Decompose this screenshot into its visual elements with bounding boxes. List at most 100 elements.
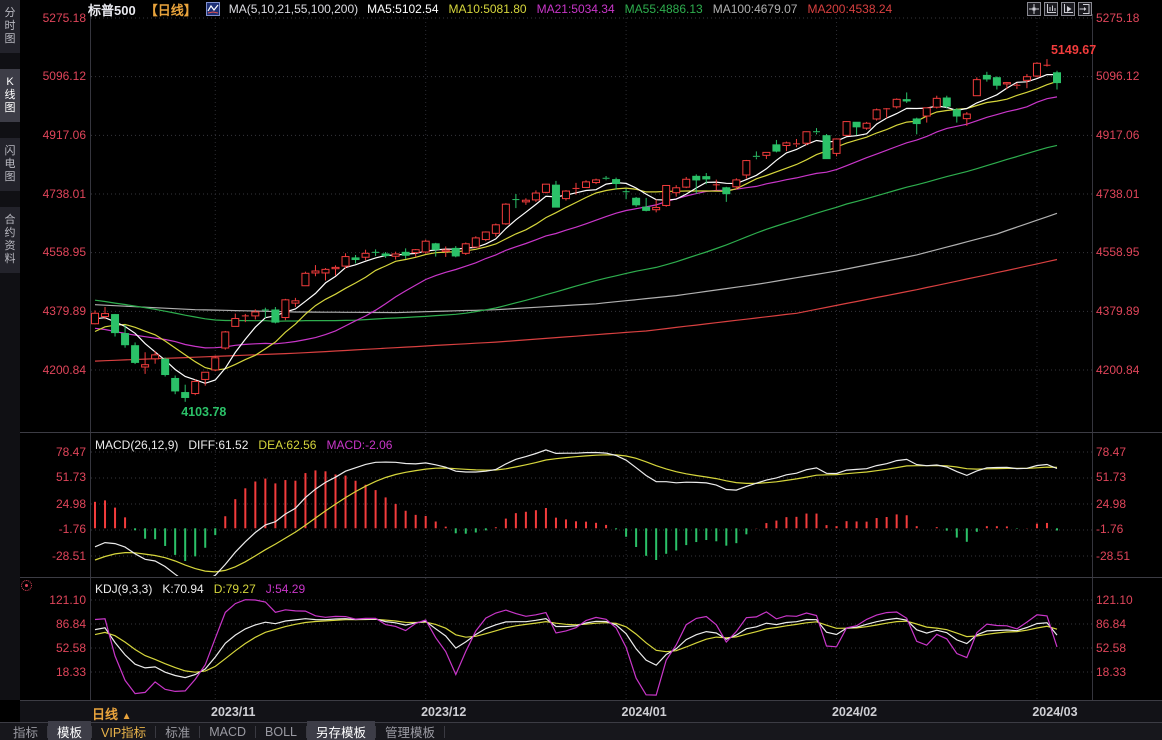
k-line bbox=[94, 617, 1058, 679]
macd-panel-layer bbox=[94, 449, 1058, 576]
ma5-line bbox=[94, 73, 1057, 384]
period-selector-arrow-icon: ▲ bbox=[121, 711, 132, 722]
toolbar-item-boll[interactable]: BOLL bbox=[265, 724, 297, 739]
toolbar-item-manage-template[interactable]: 管理模板 bbox=[385, 726, 436, 740]
kdj-k-value: K:70.94 bbox=[162, 582, 204, 596]
kdj-y-axis-label: 18.33 bbox=[55, 664, 86, 679]
toolbar-separator bbox=[375, 725, 376, 738]
main-y-axis-label: 5275.18 bbox=[1096, 10, 1140, 25]
macd-diff-value: DIFF:61.52 bbox=[188, 438, 249, 452]
x-axis-date-label: 2024/03 bbox=[1032, 705, 1078, 719]
kdj-y-axis-label: 52.58 bbox=[55, 640, 86, 655]
main-y-axis-label: 4379.89 bbox=[1096, 303, 1140, 318]
toolbar-item-standard[interactable]: 标准 bbox=[165, 726, 191, 740]
toolbar-item-save-template[interactable]: 另存模板 bbox=[306, 721, 375, 740]
chart-header: 标普500 【日线】 MA(5,10,21,55,100,200) MA5:51… bbox=[88, 1, 892, 18]
kdj-y-axis-label: 121.10 bbox=[49, 592, 86, 607]
ma-values: MA5:5102.54 MA10:5081.80 MA21:5034.34 MA55:… bbox=[367, 2, 892, 16]
x-axis-date-label: 2024/02 bbox=[831, 705, 878, 719]
macd-title: MACD(26,12,9) bbox=[95, 438, 179, 452]
ma-value-label: MA100:4679.07 bbox=[712, 2, 798, 16]
toolbar-item-macd[interactable]: MACD bbox=[209, 724, 247, 739]
macd-y-axis-label: 78.47 bbox=[1096, 444, 1127, 459]
ma-value-label: MA200:4538.24 bbox=[807, 2, 893, 16]
header-toolbar-icons bbox=[1027, 2, 1092, 16]
diff-line bbox=[94, 449, 1058, 576]
toolbar-separator bbox=[47, 725, 49, 738]
period-selector[interactable]: 日线 ▲ bbox=[92, 704, 132, 723]
macd-y-axis-label: -1.76 bbox=[58, 522, 86, 537]
ma21-line bbox=[94, 96, 1058, 349]
low-price-annotation: 4103.78 bbox=[181, 404, 227, 419]
bottom-toolbar: 指标 模板 VIP指标 标准 MACD BOLL 另存模板 管理模板 bbox=[0, 721, 1162, 740]
main-y-axis-label: 5096.12 bbox=[1096, 69, 1140, 84]
toolbar-separator bbox=[305, 725, 307, 738]
main-y-axis-label: 4917.06 bbox=[42, 127, 86, 142]
main-y-axis-label: 4200.84 bbox=[1096, 362, 1140, 377]
toolbar-item-vip-indicator[interactable]: VIP指标 bbox=[101, 726, 147, 740]
kdj-panel-layer bbox=[94, 599, 1058, 696]
main-y-axis-label: 5096.12 bbox=[42, 69, 86, 84]
toolbar-separator bbox=[199, 725, 201, 738]
crosshair-icon[interactable] bbox=[1027, 2, 1041, 16]
axis-scale-icon[interactable] bbox=[1044, 2, 1058, 16]
main-y-axis-label: 4558.95 bbox=[42, 245, 86, 260]
toolbar-separator bbox=[444, 725, 446, 738]
ma-value-label: MA21:5034.34 bbox=[536, 2, 615, 16]
sidebar-item-kline[interactable]: K 线 图 bbox=[0, 69, 20, 122]
macd-y-axis-label: -28.51 bbox=[1096, 548, 1131, 563]
main-y-axis-label: 4200.84 bbox=[42, 362, 86, 377]
candles-layer bbox=[91, 59, 1061, 402]
ma55-line bbox=[94, 144, 1058, 322]
kdj-panel-header: KDJ(9,3,3) K:70.94 D:79.27 J:54.29 bbox=[95, 582, 305, 596]
main-y-axis-label: 4738.01 bbox=[42, 186, 86, 201]
main-y-axis-label: 4738.01 bbox=[1096, 186, 1140, 201]
chart-type-icon[interactable] bbox=[205, 2, 220, 16]
toolbar-separator bbox=[91, 725, 93, 738]
main-y-axis-label: 5275.18 bbox=[42, 10, 86, 25]
ma-value-label: MA55:4886.13 bbox=[624, 2, 703, 16]
toolbar-separator bbox=[255, 725, 257, 738]
chart-type-sidebar: 分 时 图 K 线 图闪 电 图合 约 资 料 bbox=[0, 0, 20, 700]
symbol-title: 标普500 bbox=[88, 2, 136, 18]
kdj-y-axis-label: 52.58 bbox=[1096, 640, 1127, 655]
kdj-title: KDJ(9,3,3) bbox=[95, 582, 153, 596]
period-tag: 【日线】 bbox=[144, 2, 197, 18]
exit-panel-icon[interactable] bbox=[1078, 2, 1092, 16]
kdj-j-value: J:54.29 bbox=[265, 582, 306, 596]
kdj-y-axis-label: 86.84 bbox=[55, 616, 86, 631]
macd-y-axis-label: 78.47 bbox=[55, 444, 86, 459]
toolbar-separator bbox=[155, 725, 157, 738]
period-selector-label: 日线 bbox=[92, 707, 119, 722]
high-price-annotation: 5149.67 bbox=[1050, 43, 1097, 58]
macd-y-axis-label: -28.51 bbox=[51, 548, 86, 563]
ma-value-label: MA5:5102.54 bbox=[367, 2, 439, 16]
sidebar-item-flash[interactable]: 闪 电 图 bbox=[0, 138, 20, 191]
ma10-line bbox=[94, 80, 1058, 371]
ma-group-label: MA(5,10,21,55,100,200) bbox=[228, 2, 359, 16]
toolbar-item-template[interactable]: 模板 bbox=[48, 721, 92, 740]
main-y-axis-label: 4558.95 bbox=[1096, 245, 1140, 260]
indicator-settings-icon[interactable] bbox=[21, 580, 32, 591]
axis-play-icon[interactable] bbox=[1061, 2, 1075, 16]
macd-y-axis-label: 24.98 bbox=[1096, 496, 1127, 511]
macd-y-axis-label: 51.73 bbox=[1096, 470, 1127, 485]
kdj-y-axis-label: 86.84 bbox=[1096, 616, 1127, 631]
kdj-d-value: D:79.27 bbox=[213, 582, 256, 596]
x-axis-strip: 日线 ▲ 2023/11 2023/12 2024/01 2024/02 2024/03 bbox=[20, 700, 1162, 722]
macd-y-axis-label: 24.98 bbox=[55, 496, 86, 511]
main-y-axis-label: 4917.06 bbox=[1096, 127, 1140, 142]
x-axis-date-label: 2024/01 bbox=[621, 705, 667, 719]
sidebar-item-contract-info[interactable]: 合 约 资 料 bbox=[0, 207, 20, 273]
sidebar-item-timeshare[interactable]: 分 时 图 bbox=[0, 0, 20, 53]
macd-y-axis-label: -1.76 bbox=[1096, 522, 1124, 537]
toolbar-item-indicator[interactable]: 指标 bbox=[13, 726, 39, 740]
macd-y-axis-label: 51.73 bbox=[55, 470, 86, 485]
d-line bbox=[94, 618, 1058, 673]
main-panel-layer bbox=[94, 73, 1058, 384]
macd-panel-header: MACD(26,12,9) DIFF:61.52 DEA:62.56 MACD:… bbox=[95, 438, 392, 452]
dea-line bbox=[94, 454, 1058, 573]
kdj-y-axis-label: 18.33 bbox=[1096, 664, 1127, 679]
